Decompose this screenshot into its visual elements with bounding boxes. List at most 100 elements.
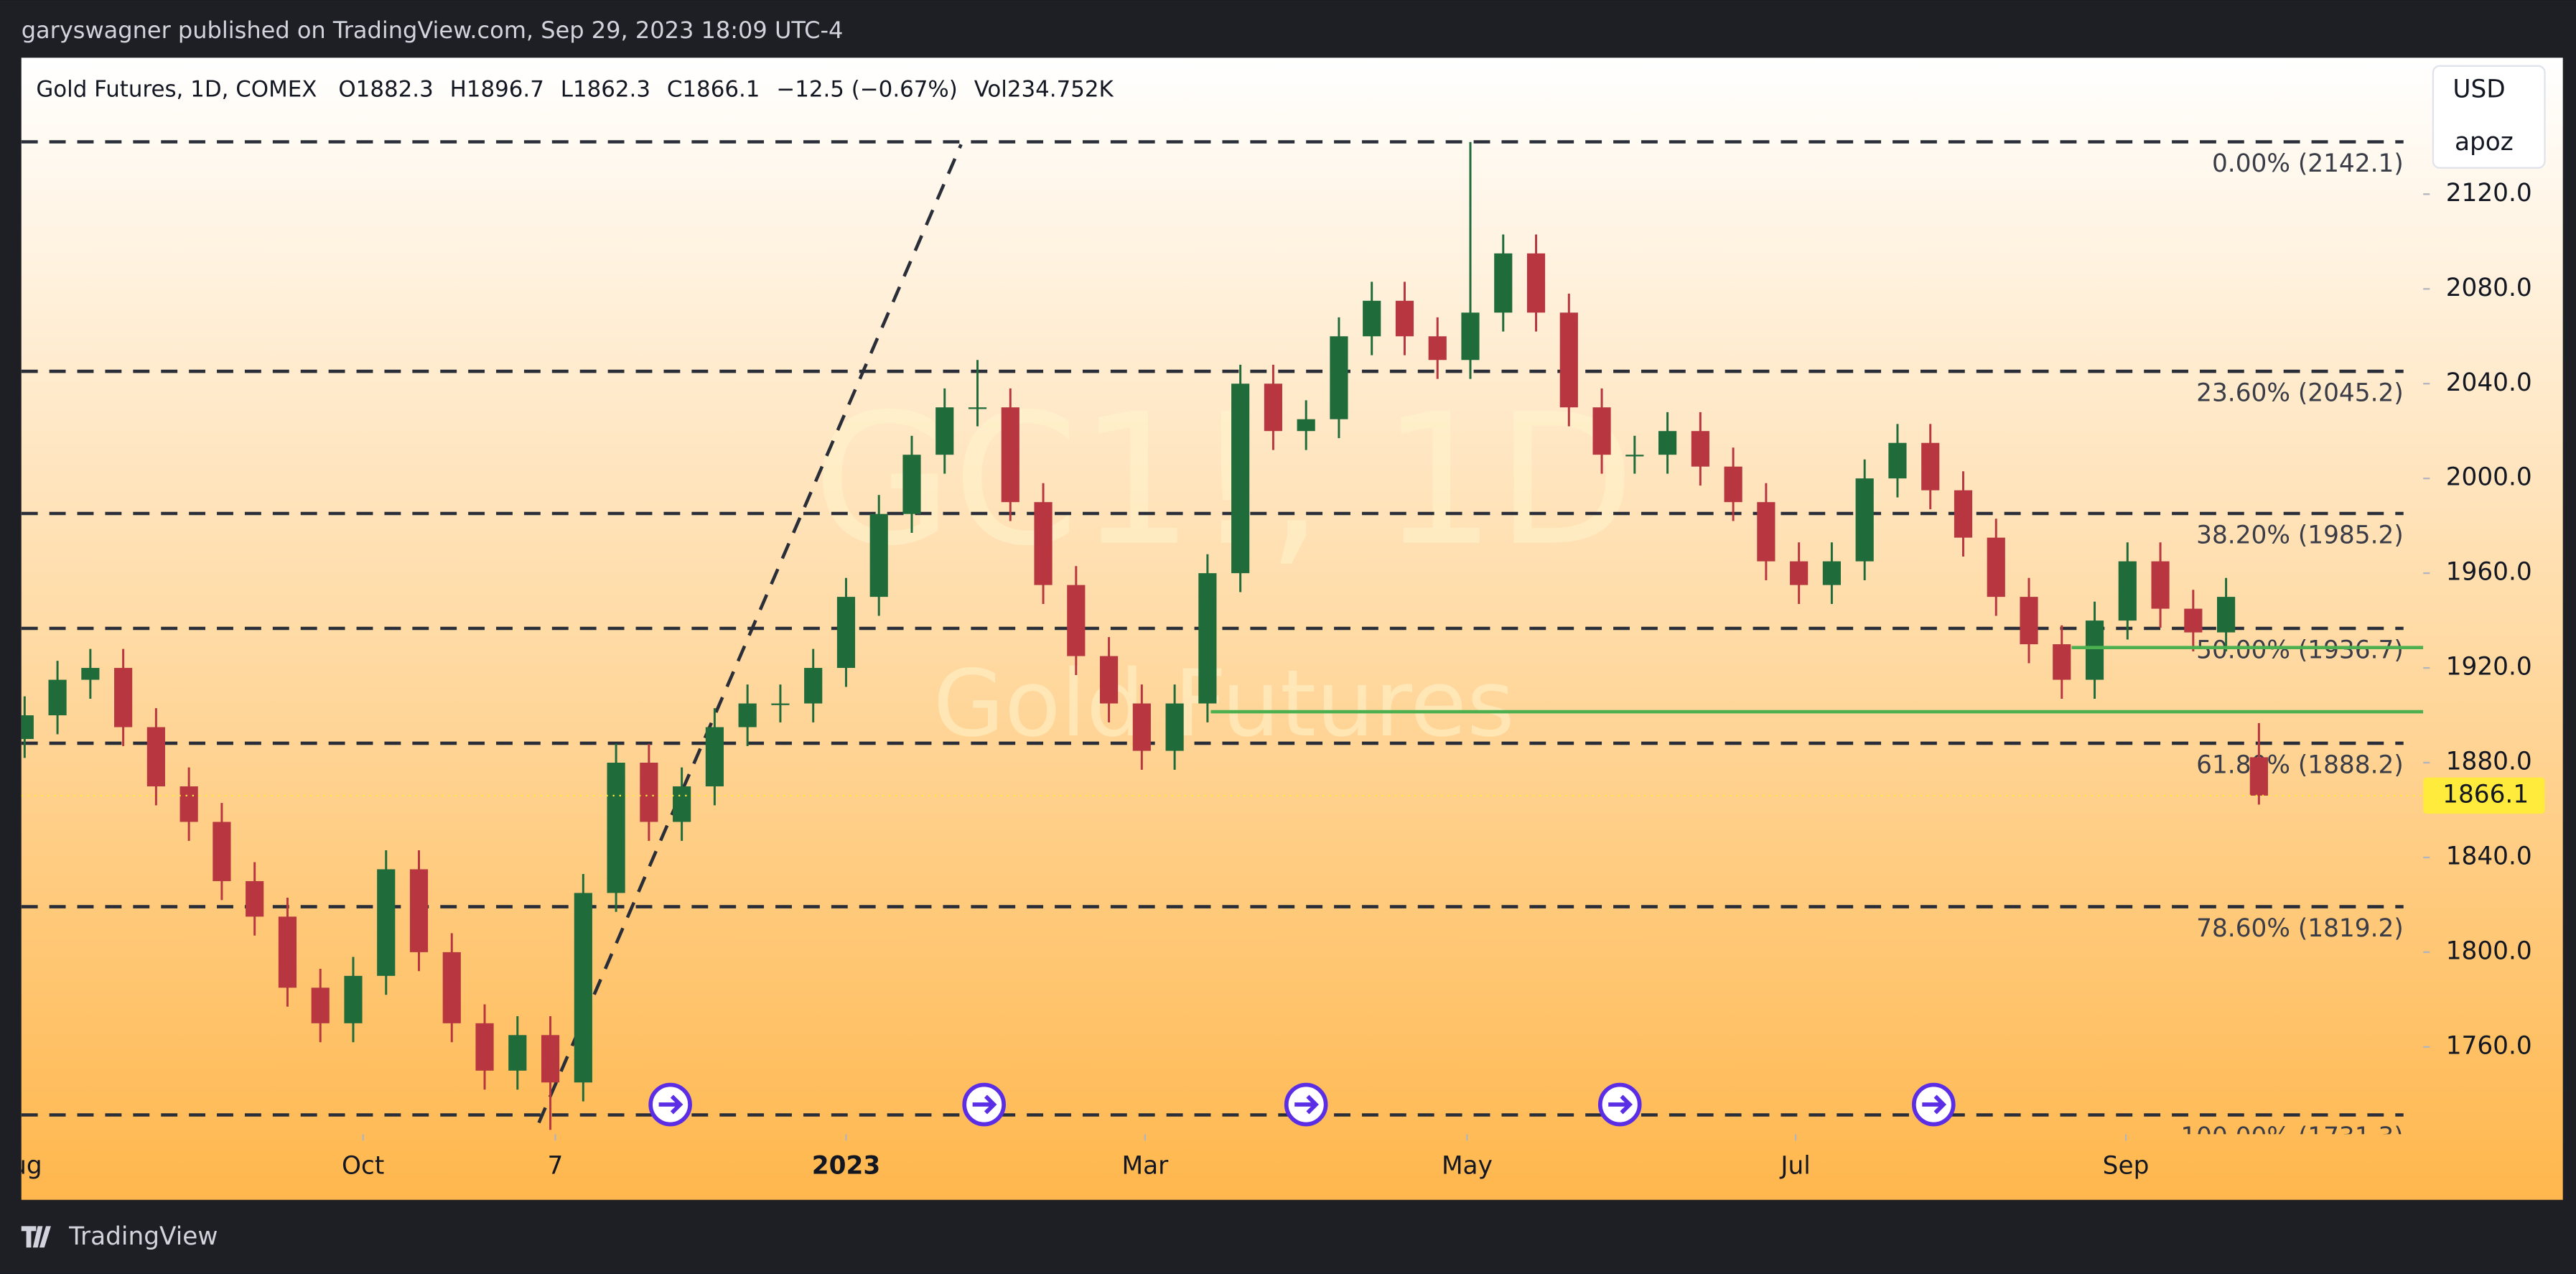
trendline (537, 144, 963, 1124)
legend-value: Vol234.752K (974, 77, 1114, 103)
currency[interactable]: USD (2453, 75, 2505, 104)
y-tick-label: 2040.0 (2446, 368, 2532, 397)
publish-info: garyswagner published on TradingView.com… (22, 17, 844, 44)
legend-value: L1862.3 (561, 77, 650, 103)
candle-body (278, 916, 297, 988)
candle-body (1099, 656, 1119, 704)
candle-body (1165, 703, 1184, 751)
fib-label: 61.80% (1888.2) (2196, 750, 2404, 779)
candle-body (705, 727, 724, 786)
candle-body (738, 703, 757, 727)
candle-body (377, 869, 396, 976)
candle-body (1559, 312, 1578, 408)
legend-value: −12.5 (−0.67%) (776, 77, 957, 103)
candle-body (1494, 253, 1513, 313)
candle-body (935, 407, 954, 455)
candle-body (1790, 561, 1809, 585)
y-tick-label: 1760.0 (2446, 1031, 2532, 1060)
fib-label: 23.60% (2045.2) (2196, 379, 2404, 408)
candle-body (409, 869, 429, 952)
candle-body (869, 513, 888, 598)
fib-label: 100.00% (1731.3) (2180, 1122, 2403, 1151)
candle-body (1526, 253, 1546, 313)
legend-value: O1882.3 (338, 77, 433, 103)
footer-logo (21, 1226, 51, 1248)
candle-body (21, 715, 34, 740)
legend-value: C1866.1 (667, 77, 760, 103)
y-tick-label: 1920.0 (2446, 653, 2532, 682)
candle-body (1198, 573, 1217, 704)
candle-body (902, 455, 921, 514)
candle-body (1625, 455, 1644, 457)
candle-body (1987, 537, 2005, 598)
candle-body (2217, 597, 2236, 633)
candle-body (2151, 561, 2170, 609)
candle-body (81, 668, 100, 680)
candle-body (1461, 312, 1480, 361)
x-tick-label: Sep (2103, 1151, 2150, 1180)
candle-body (1132, 703, 1151, 751)
candle-body (1658, 431, 1677, 455)
candle-body (1034, 502, 1053, 585)
candle-body (2249, 757, 2268, 796)
x-tick-label: 2023 (812, 1151, 880, 1180)
watermark-symbol: GC1!, 1D (813, 376, 1635, 586)
last-price-tag (2423, 777, 2545, 814)
candle-body (1888, 442, 1907, 479)
candle-body (804, 668, 823, 704)
candle-body (1297, 419, 1315, 432)
candle-body (2184, 608, 2203, 633)
legend-title: Gold Futures, 1D, COMEX (36, 77, 317, 103)
y-tick-label: 1840.0 (2446, 842, 2532, 870)
candle-body (48, 679, 67, 716)
watermark-name: Gold Futures (933, 651, 1515, 758)
candle-body (673, 786, 691, 822)
candle-body (179, 786, 198, 822)
candle-body (1395, 300, 1414, 337)
y-tick-label: 2080.0 (2446, 274, 2532, 302)
candle-body (1724, 466, 1742, 503)
legend-value: H1896.7 (450, 77, 544, 103)
scale-mode[interactable]: apoz (2455, 128, 2514, 157)
y-tick-label: 2000.0 (2446, 463, 2532, 492)
candle-body (1757, 502, 1775, 562)
x-tick-label: May (1442, 1151, 1493, 1180)
candle-body (475, 1023, 494, 1071)
x-tick-label: Mar (1122, 1151, 1170, 1180)
candle-body (2085, 620, 2104, 680)
candle-body (311, 987, 330, 1023)
footer-brand: TradingView (68, 1222, 218, 1251)
candle-body (1264, 383, 1282, 432)
candle-body (1855, 478, 1874, 562)
event-markers (648, 1082, 1956, 1127)
x-tick-label: 7 (548, 1151, 564, 1180)
candle-body (607, 763, 625, 893)
x-tick-label: Oct (342, 1151, 384, 1180)
scale-box[interactable] (2432, 65, 2546, 169)
y-tick-label: 1880.0 (2446, 748, 2532, 776)
candle-body (246, 880, 264, 917)
y-tick-label: 2120.0 (2446, 179, 2532, 208)
x-tick-label: Aug (0, 1151, 42, 1180)
candle-body (541, 1035, 560, 1083)
candle-body (771, 703, 790, 705)
candle-body (344, 975, 363, 1023)
candle-body (1921, 442, 1940, 490)
candle-body (1001, 407, 1019, 503)
candle-body (2020, 597, 2038, 645)
candle-body (213, 822, 231, 881)
y-tick-label: 1960.0 (2446, 558, 2532, 587)
fib-label: 50.00% (1936.7) (2196, 636, 2404, 665)
candle-body (1067, 585, 1086, 656)
y-tick-label: 1800.0 (2446, 936, 2532, 965)
candle-body (1691, 431, 1709, 467)
candle-body (508, 1035, 527, 1071)
fib-label: 0.00% (2142.1) (2212, 149, 2404, 178)
candle-body (640, 763, 658, 822)
candle-body (1592, 407, 1611, 455)
candle-body (1330, 336, 1348, 419)
last-price-label: 1866.1 (2442, 780, 2529, 809)
candle-body (1822, 561, 1842, 585)
candle-body (836, 597, 856, 669)
